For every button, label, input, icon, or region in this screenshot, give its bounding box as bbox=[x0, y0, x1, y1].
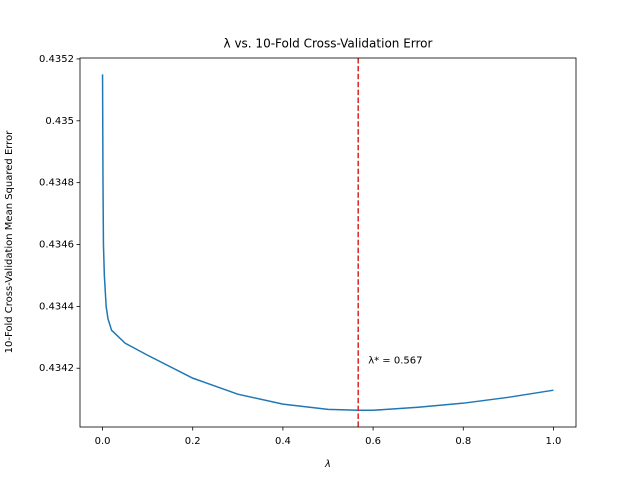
line-series bbox=[101, 74, 554, 412]
y-tick-label: 0.4344 bbox=[39, 301, 74, 312]
x-tick-label: 0.0 bbox=[95, 436, 111, 447]
x-tick-label: 1.0 bbox=[546, 436, 562, 447]
x-tick-label: 0.6 bbox=[365, 436, 381, 447]
annotation: λ* = 0.567 bbox=[368, 356, 422, 367]
y-tick-label: 0.435 bbox=[45, 116, 74, 127]
x-tick-label: 0.8 bbox=[455, 436, 471, 447]
y-tick-label: 0.4348 bbox=[39, 178, 74, 189]
chart-title: λ vs. 10-Fold Cross-Validation Error bbox=[224, 37, 433, 51]
y-tick-label: 0.4342 bbox=[39, 363, 74, 374]
y-axis-label: 10-Fold Cross-Validation Mean Squared Er… bbox=[4, 130, 15, 354]
x-tick-label: 0.2 bbox=[185, 436, 201, 447]
y-tick-label: 0.4352 bbox=[39, 54, 74, 65]
x-axis-label: λ bbox=[324, 459, 331, 470]
y-tick-label: 0.4346 bbox=[39, 240, 74, 251]
x-tick-label: 0.4 bbox=[275, 436, 291, 447]
plot-frame bbox=[79, 57, 577, 428]
